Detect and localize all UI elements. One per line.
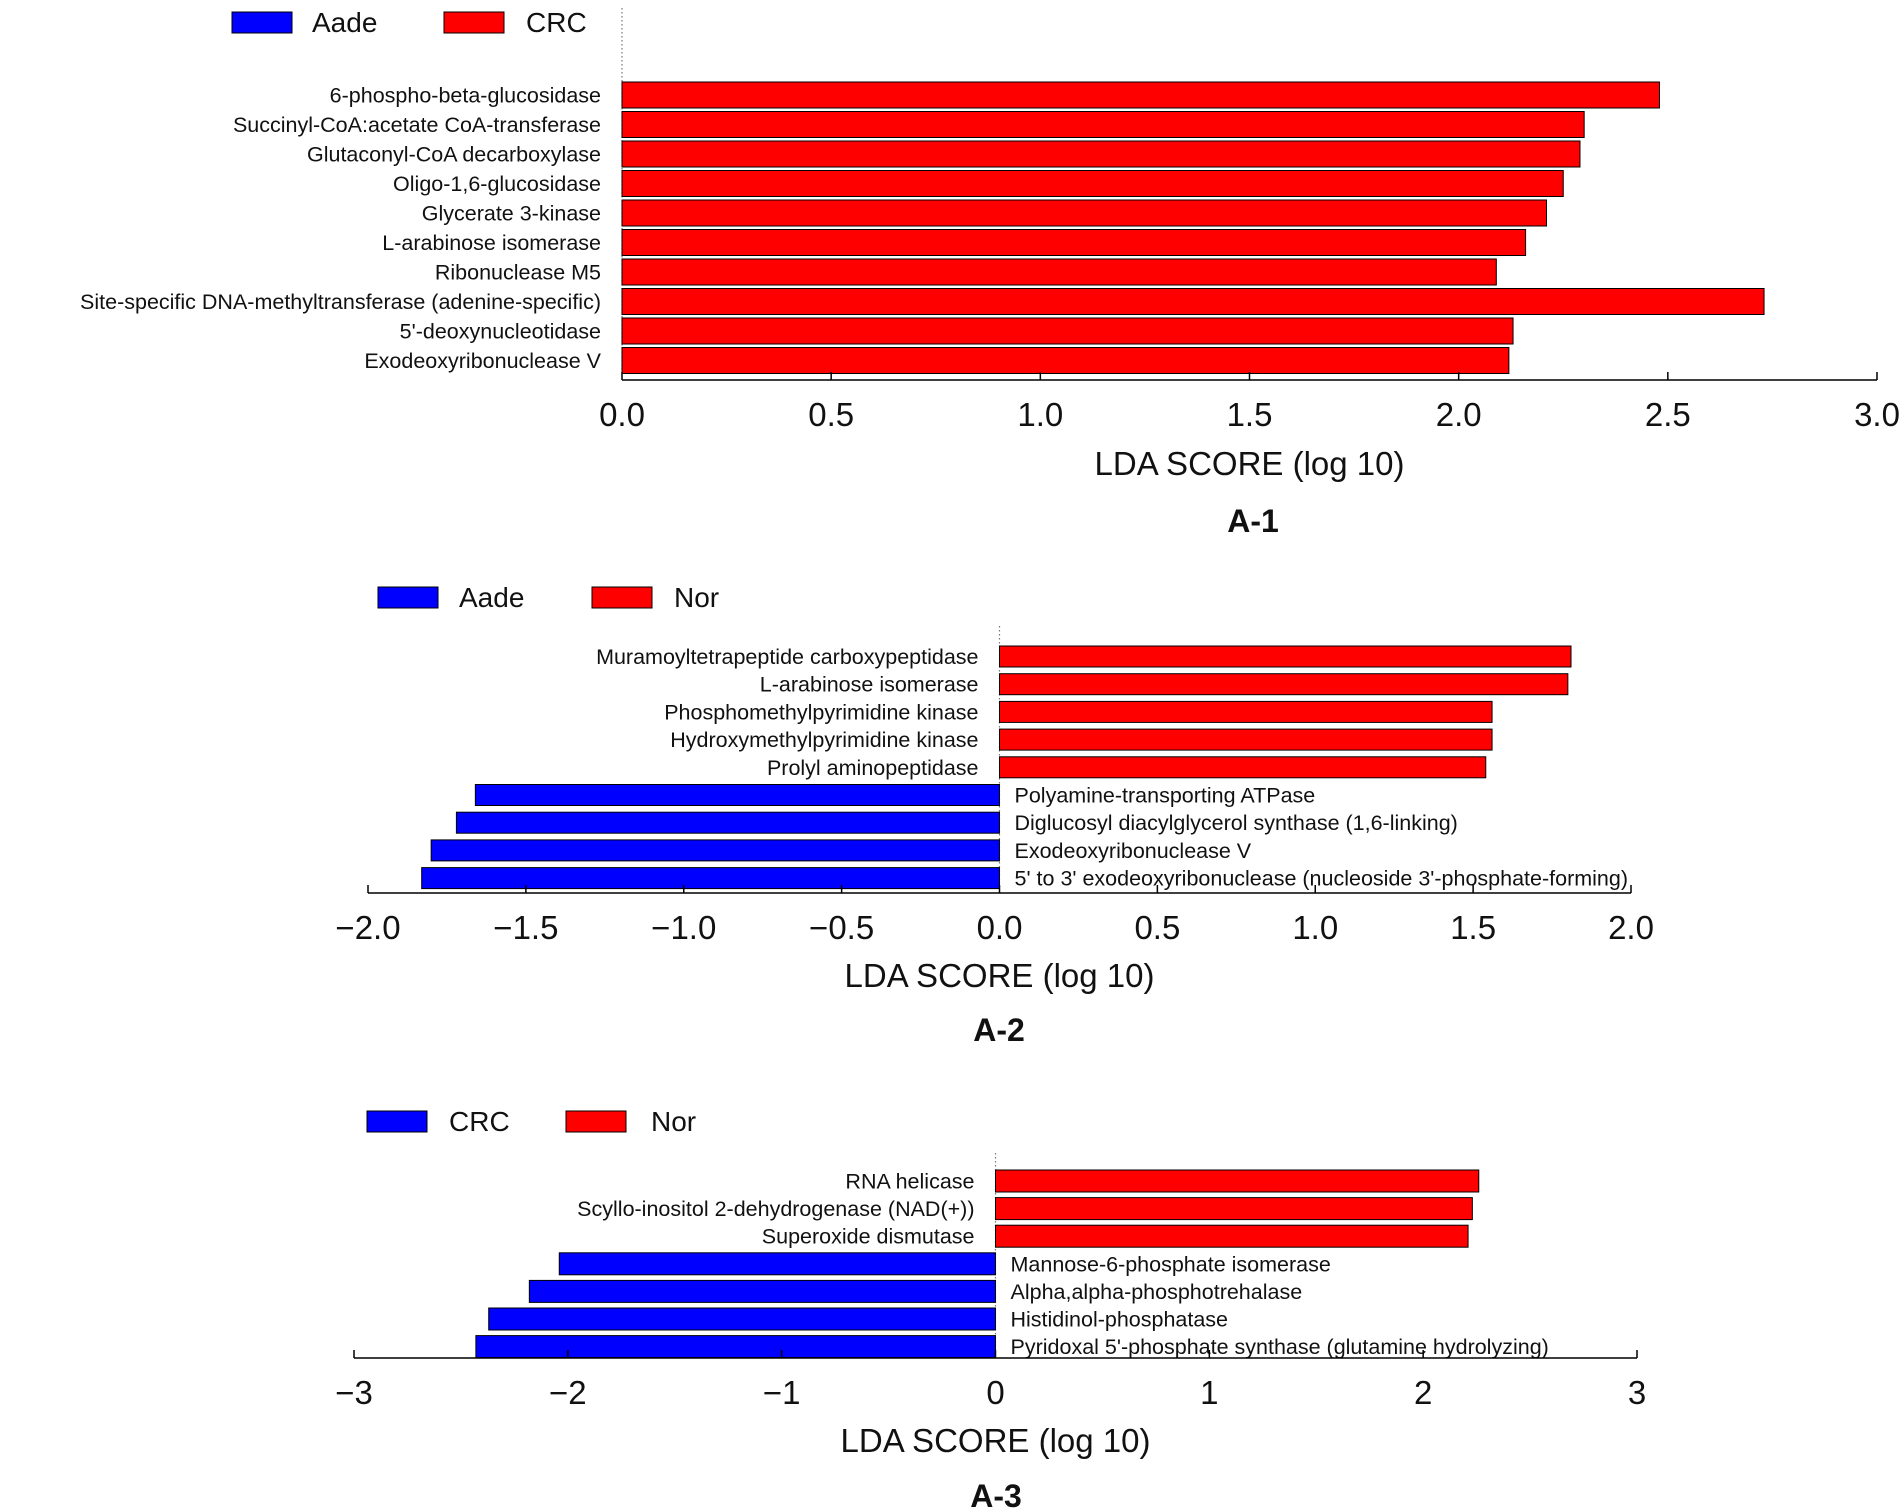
chart2-bar: [430, 839, 1000, 862]
chart3-bar-label: Alpha,alpha-phosphotrehalase: [1011, 1280, 1303, 1304]
chart3-bar-label: Scyllo-inositol 2-dehydrogenase (NAD(+)): [577, 1197, 974, 1221]
chart3-panel-label: A-3: [970, 1478, 1022, 1512]
chart2-bar: [999, 645, 1572, 668]
chart1-bar: [621, 317, 1514, 345]
chart3-x-tick-label: 0: [986, 1374, 1004, 1411]
chart3-legend-swatch-crc: [366, 1110, 428, 1133]
chart2-bar-label: Prolyl aminopeptidase: [767, 756, 979, 780]
chart1-bar: [621, 170, 1564, 197]
chart1-bar-label: Ribonuclease M5: [435, 261, 601, 285]
chart2-x-tick-label: −1.0: [651, 909, 716, 946]
chart2-bar-label: Muramoyltetrapeptide carboxypeptidase: [596, 645, 978, 669]
chart2-bar: [474, 784, 1001, 806]
chart3-bar-label: Mannose-6-phosphate isomerase: [1011, 1252, 1331, 1276]
chart3-bar-label: RNA helicase: [845, 1170, 974, 1194]
chart2-bar-label: Exodeoxyribonuclease V: [1015, 839, 1252, 863]
chart1-x-tick-label: 1.0: [1017, 396, 1063, 433]
chart2-legend-swatch-nor: [591, 586, 653, 609]
chart1-bar-label: Exodeoxyribonuclease V: [364, 349, 601, 373]
chart1-x-axis-title: LDA SCORE (log 10): [1095, 445, 1405, 482]
chart3-x-tick-label: 3: [1628, 1374, 1646, 1411]
chart3-legend-label-crc: CRC: [449, 1106, 510, 1137]
chart2-x-tick-label: 1.5: [1450, 909, 1496, 946]
chart2-bar: [999, 673, 1569, 696]
chart3-bar: [528, 1279, 996, 1303]
chart2-bar-label: Hydroxymethylpyrimidine kinase: [670, 728, 978, 752]
chart1-bar: [621, 229, 1527, 256]
chart2-bar-label: L-arabinose isomerase: [760, 673, 979, 697]
chart3-bar: [475, 1335, 996, 1359]
chart3-legend-label-nor: Nor: [651, 1106, 696, 1137]
chart1-bar: [621, 111, 1585, 138]
chart1-bar-label: 6-phospho-beta-glucosidase: [330, 84, 601, 108]
chart2-bar: [421, 867, 1000, 890]
chart2-bar: [999, 728, 1493, 751]
chart3-x-tick-label: −1: [763, 1374, 801, 1411]
chart1-bar: [621, 347, 1510, 374]
chart3-x-tick-label: 2: [1414, 1374, 1432, 1411]
chart1-legend-swatch-aade: [231, 11, 293, 34]
chart2-bar-label: Diglucosyl diacylglycerol synthase (1,6-…: [1015, 811, 1458, 835]
chart3-bar-label: Histidinol-phosphatase: [1011, 1308, 1229, 1332]
chart3-bar: [558, 1252, 997, 1276]
chart3-bar-label: Superoxide dismutase: [762, 1225, 975, 1249]
chart1-bar-label: 5'-deoxynucleotidase: [400, 320, 601, 344]
chart1-legend-label-crc: CRC: [526, 7, 587, 38]
chart2-bar-label: Phosphomethylpyrimidine kinase: [664, 700, 978, 724]
chart1-panel-label: A-1: [1227, 503, 1279, 539]
chart2-x-tick-label: 2.0: [1608, 909, 1654, 946]
chart1-bar-label: Succinyl-CoA:acetate CoA-transferase: [233, 113, 601, 137]
chart2-x-tick-label: −1.5: [493, 909, 558, 946]
chart3-x-tick-label: 1: [1200, 1374, 1218, 1411]
chart3-x-tick-label: −3: [335, 1374, 373, 1411]
chart2-bar: [999, 756, 1487, 779]
chart2-x-tick-label: −0.5: [809, 909, 874, 946]
chart1-x-tick-label: 3.0: [1854, 396, 1900, 433]
chart3-bar: [995, 1197, 1473, 1221]
chart2-x-tick-label: 0.5: [1134, 909, 1180, 946]
chart2-x-tick-label: −2.0: [335, 909, 400, 946]
chart1-bar: [621, 288, 1765, 315]
chart1-bar: [621, 199, 1548, 227]
chart2-x-tick-label: 0.0: [977, 909, 1023, 946]
chart1-bar: [621, 81, 1660, 109]
chart1-x-tick-label: 0.0: [599, 396, 645, 433]
chart2-x-tick-label: 1.0: [1292, 909, 1338, 946]
chart2-bar: [455, 811, 1001, 834]
chart3-legend-swatch-nor: [565, 1110, 627, 1133]
chart1-x-tick-label: 2.0: [1436, 396, 1482, 433]
chart1-legend-swatch-crc: [443, 11, 505, 34]
chart1-x-tick-label: 1.5: [1227, 396, 1273, 433]
chart1-bar-label: Glutaconyl-CoA decarboxylase: [307, 143, 601, 167]
chart2-legend-label-nor: Nor: [674, 582, 719, 613]
chart2-panel-label: A-2: [973, 1012, 1025, 1048]
chart1-bar-label: Site-specific DNA-methyltransferase (ade…: [80, 290, 601, 314]
chart1-bar: [621, 140, 1581, 168]
chart2-bar-label: Polyamine-transporting ATPase: [1015, 784, 1316, 808]
chart3-bar: [995, 1224, 1469, 1248]
chart1-bar: [621, 258, 1497, 286]
chart1-bar-label: Oligo-1,6-glucosidase: [393, 172, 601, 196]
chart1-x-tick-label: 0.5: [808, 396, 854, 433]
chart2-legend-swatch-aade: [377, 586, 439, 609]
chart3-bar: [995, 1169, 1480, 1193]
chart2-bar: [999, 700, 1493, 723]
chart1-bar-label: Glycerate 3-kinase: [422, 202, 601, 226]
chart3-x-axis-title: LDA SCORE (log 10): [841, 1422, 1151, 1459]
chart3-bar-label: Pyridoxal 5'-phosphate synthase (glutami…: [1011, 1335, 1549, 1359]
chart3-x-tick-label: −2: [549, 1374, 587, 1411]
chart2-x-axis-title: LDA SCORE (log 10): [845, 957, 1155, 994]
chart2-legend-label-aade: Aade: [459, 582, 524, 613]
chart1-x-tick-label: 2.5: [1645, 396, 1691, 433]
chart1-legend-label-aade: Aade: [312, 7, 377, 38]
chart2-bar-label: 5' to 3' exodeoxyribonuclease (nucleosid…: [1015, 867, 1629, 891]
chart3-bar: [488, 1307, 996, 1331]
chart1-bar-label: L-arabinose isomerase: [382, 231, 601, 255]
